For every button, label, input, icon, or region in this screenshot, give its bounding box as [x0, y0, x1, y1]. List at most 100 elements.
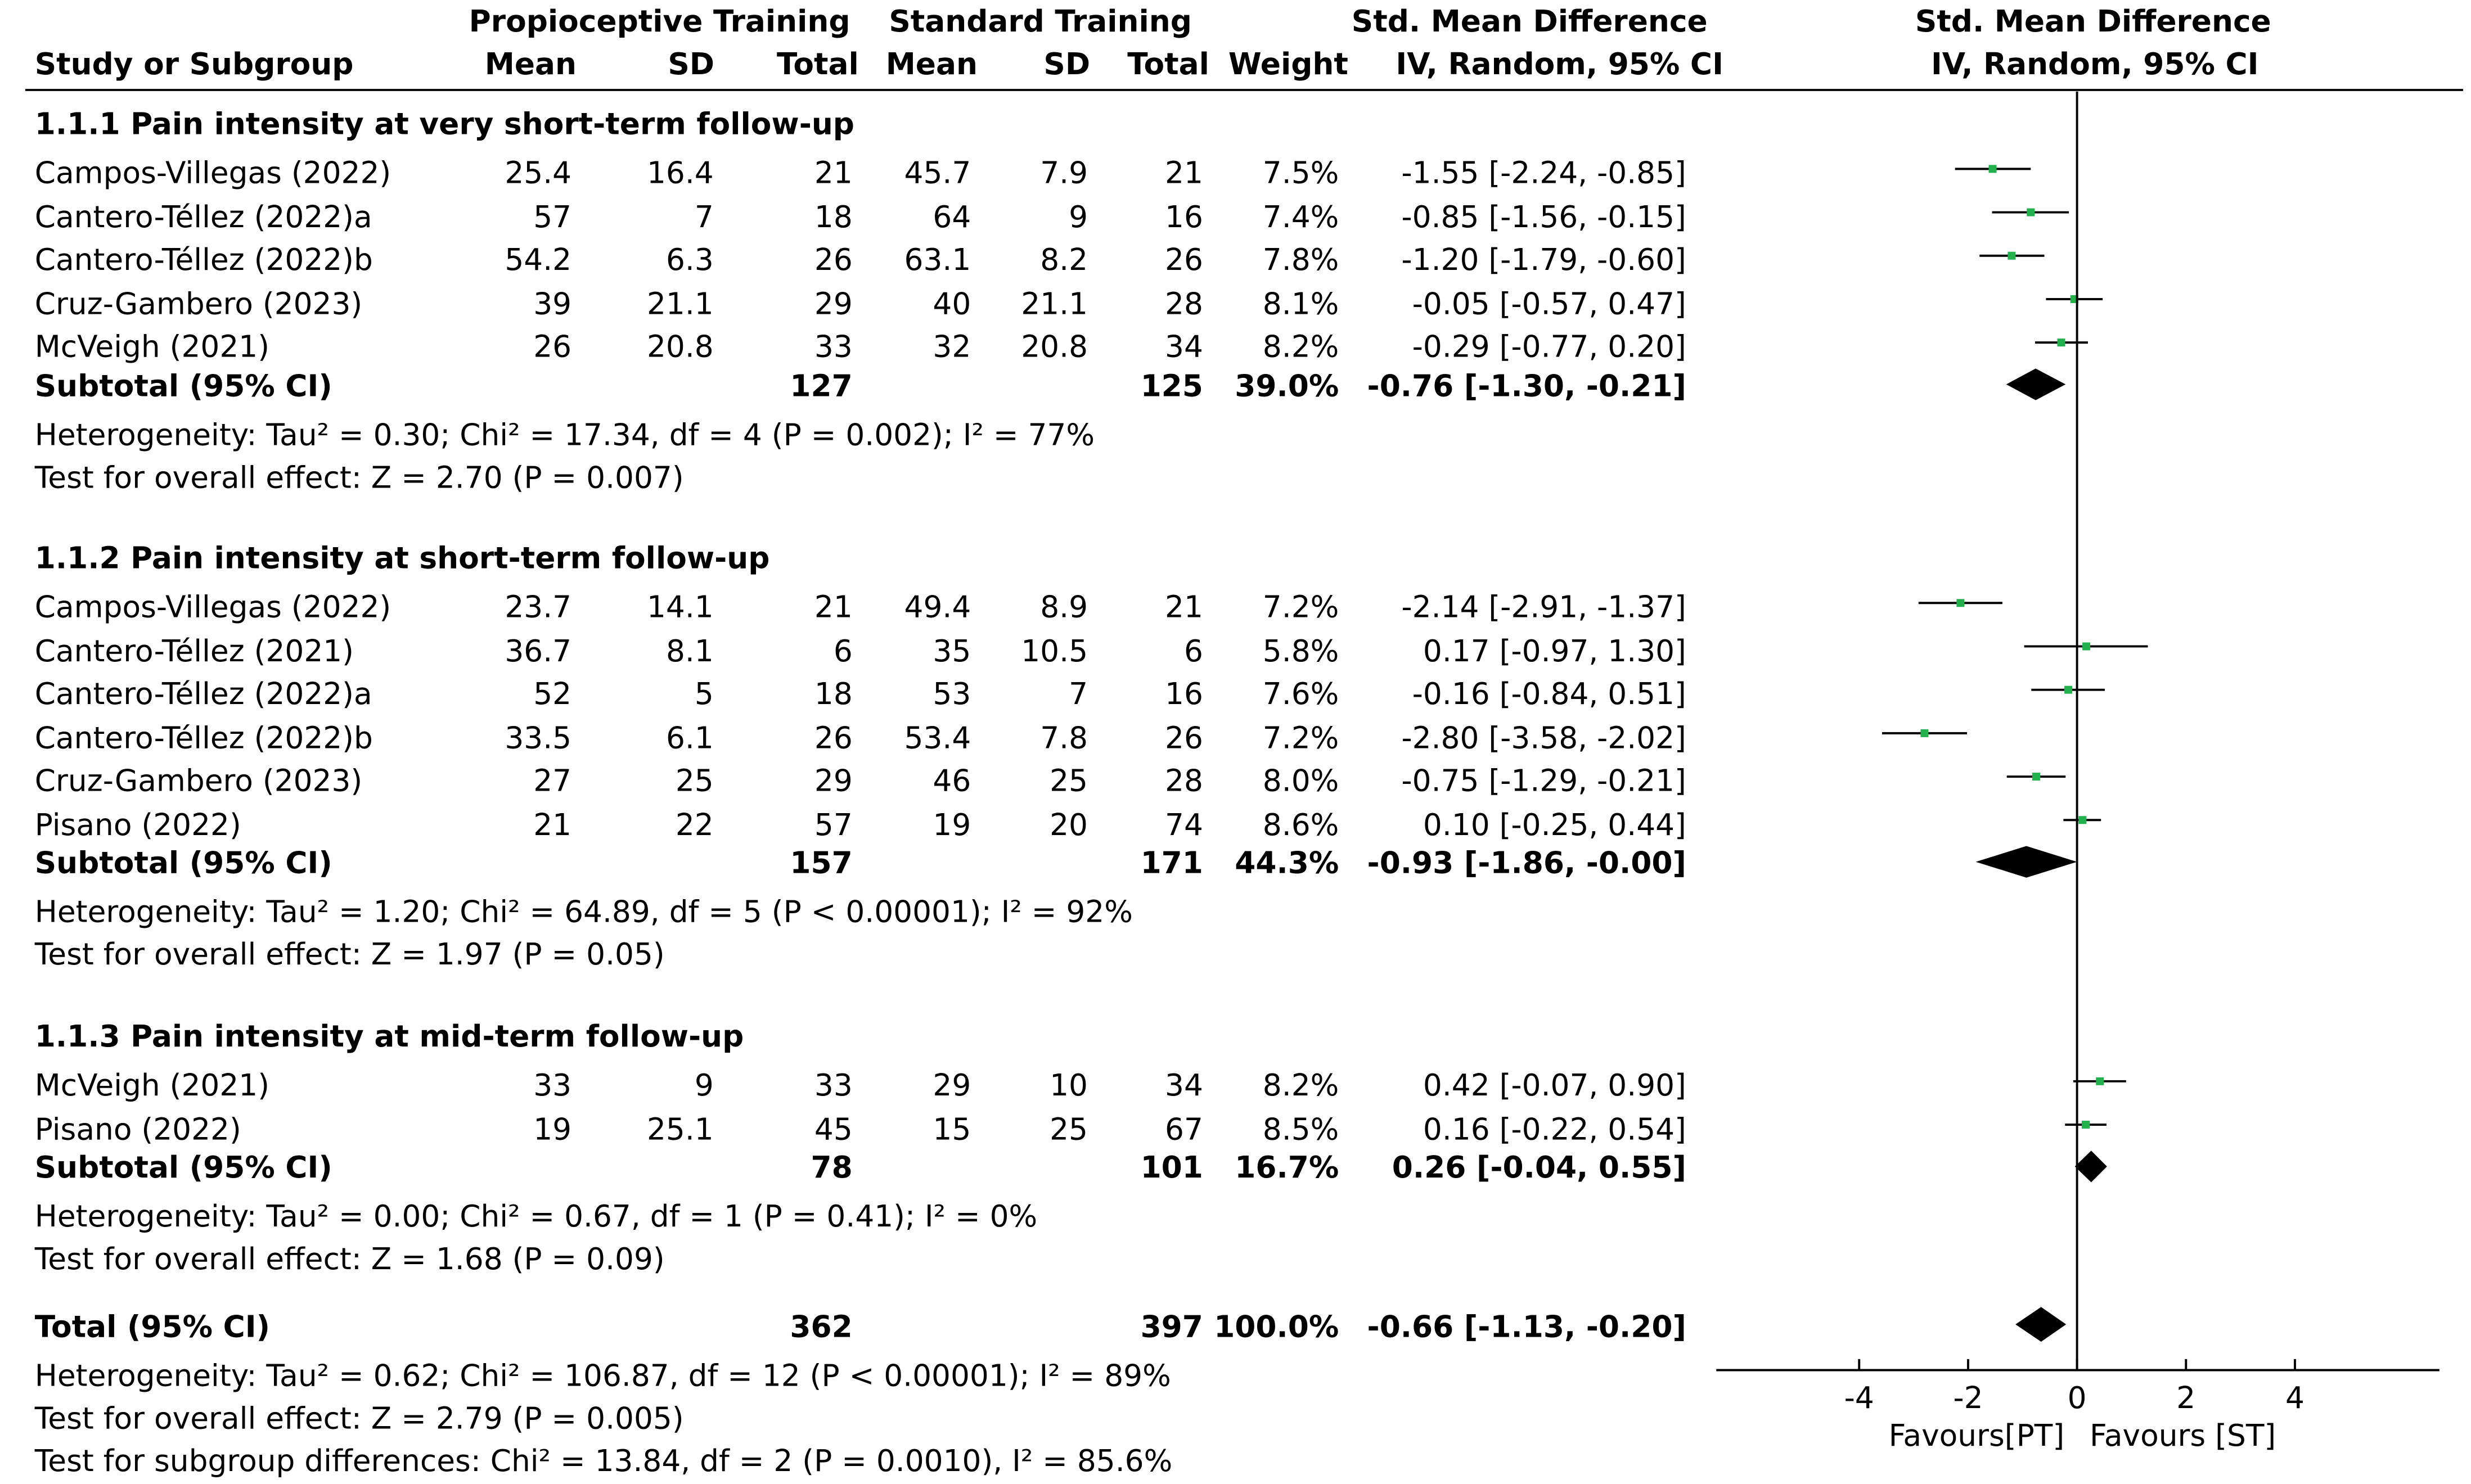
subgroup-differences-text: Test for subgroup differences: Chi² = 13… [34, 1444, 1173, 1480]
sd2-value: 10 [1050, 1068, 1088, 1104]
study-column-header: Study or Subgroup [34, 47, 354, 82]
sd2-value: 8.2 [1040, 243, 1088, 278]
study-name: Cantero-Téllez (2022)a [34, 200, 372, 234]
mean2-value: 35 [933, 634, 971, 669]
ci-value: -2.14 [-2.91, -1.37] [1401, 590, 1686, 625]
total1-value: 26 [814, 720, 853, 756]
total1-value: 26 [814, 243, 853, 278]
ci-value: -2.80 [-3.58, -2.02] [1401, 720, 1686, 756]
weight-value: 8.6% [1262, 807, 1339, 842]
total2-value: 26 [1165, 243, 1203, 278]
sd2-value: 20 [1050, 807, 1088, 842]
sd2-value: 7.8 [1040, 720, 1088, 756]
study-name: McVeigh (2021) [34, 1068, 270, 1104]
effect-point [2096, 1077, 2104, 1085]
sd1-value: 5 [694, 677, 714, 712]
heterogeneity-text: Heterogeneity: Tau² = 1.20; Chi² = 64.89… [34, 895, 1133, 930]
favours-right-label: Favours [ST] [2090, 1418, 2276, 1453]
total1-value: 21 [814, 590, 853, 625]
study-name: McVeigh (2021) [34, 330, 270, 365]
ci-value: -0.05 [-0.57, 0.47] [1412, 286, 1686, 322]
total2-value: 34 [1165, 1068, 1203, 1104]
sd2-column-header: SD [1043, 47, 1091, 82]
group1-header: Propioceptive Training [469, 4, 850, 40]
mean1-value: 36.7 [505, 634, 572, 669]
mean2-value: 53 [933, 677, 971, 712]
heterogeneity-text: Heterogeneity: Tau² = 0.00; Chi² = 0.67,… [34, 1199, 1038, 1235]
subtotal-ci: -0.76 [-1.30, -0.21] [1367, 368, 1686, 404]
study-name: Pisano (2022) [34, 1112, 241, 1147]
study-name: Pisano (2022) [34, 807, 241, 842]
ci-value: -0.29 [-0.77, 0.20] [1412, 330, 1686, 365]
effect-point [2064, 685, 2073, 694]
subtotal-diamond [1975, 846, 2077, 878]
plot-method-header: IV, Random, 95% CI [1930, 47, 2259, 82]
sd1-value: 14.1 [646, 590, 714, 625]
mean2-value: 32 [933, 330, 971, 365]
subgroup-title: 1.1.2 Pain intensity at short-term follo… [34, 541, 770, 576]
favours-left-label: Favours[PT] [1889, 1418, 2065, 1453]
study-name: Cruz-Gambero (2023) [34, 764, 363, 799]
sd1-column-header: SD [668, 47, 715, 82]
weight-value: 5.8% [1262, 634, 1339, 669]
study-name: Campos-Villegas (2022) [34, 590, 391, 625]
total-heterogeneity-text: Heterogeneity: Tau² = 0.62; Chi² = 106.8… [34, 1359, 1171, 1394]
subtotal-ci: -0.93 [-1.86, -0.00] [1367, 846, 1686, 881]
mean2-value: 63.1 [904, 243, 971, 278]
sd2-value: 25 [1050, 764, 1088, 799]
overall-effect-text: Test for overall effect: Z = 2.70 (P = 0… [34, 460, 684, 495]
subtotal-diamond [2074, 1151, 2107, 1183]
study-name: Campos-Villegas (2022) [34, 156, 391, 191]
mean1-value: 54.2 [505, 243, 572, 278]
sd2-value: 9 [1069, 200, 1088, 234]
ci-value: -1.55 [-2.24, -0.85] [1401, 156, 1686, 191]
weight-value: 7.2% [1262, 590, 1339, 625]
ci-value: -0.85 [-1.56, -0.15] [1401, 200, 1686, 234]
mean1-value: 39 [533, 286, 572, 322]
study-name: Cantero-Téllez (2022)b [34, 720, 373, 756]
effect-point [2027, 208, 2035, 216]
mean2-value: 19 [933, 807, 971, 842]
weight-value: 7.2% [1262, 720, 1339, 756]
total-total2: 397 [1140, 1310, 1203, 1345]
group2-header: Standard Training [889, 4, 1192, 40]
total1-value: 45 [814, 1112, 853, 1147]
overall-diamond [2015, 1307, 2067, 1342]
total1-value: 33 [814, 330, 853, 365]
total2-value: 34 [1165, 330, 1203, 365]
ci-value: -0.16 [-0.84, 0.51] [1412, 677, 1686, 712]
total2-value: 21 [1165, 590, 1203, 625]
effect-point [2057, 339, 2065, 347]
x-axis-tick-label: 2 [2176, 1380, 2195, 1415]
ci-column-header: IV, Random, 95% CI [1396, 47, 1723, 82]
sd2-value: 8.9 [1040, 590, 1088, 625]
subtotal-weight: 39.0% [1235, 368, 1339, 404]
ci-value: 0.16 [-0.22, 0.54] [1423, 1112, 1686, 1147]
mean2-value: 45.7 [904, 156, 971, 191]
total1-value: 29 [814, 286, 853, 322]
subtotal-total2: 125 [1140, 368, 1203, 404]
weight-value: 7.6% [1262, 677, 1339, 712]
total1-value: 18 [814, 677, 853, 712]
sd1-value: 25 [675, 764, 714, 799]
total2-value: 28 [1165, 764, 1203, 799]
weight-column-header: Weight [1228, 47, 1348, 82]
ci-value: 0.17 [-0.97, 1.30] [1423, 634, 1686, 669]
total-total1: 362 [790, 1310, 853, 1345]
sd1-value: 6.3 [665, 243, 714, 278]
mean1-value: 27 [533, 764, 572, 799]
weight-value: 8.2% [1262, 330, 1339, 365]
sd1-value: 7 [694, 200, 714, 234]
subgroup-title: 1.1.3 Pain intensity at mid-term follow-… [34, 1020, 744, 1055]
total2-value: 26 [1165, 720, 1203, 756]
mean1-value: 25.4 [505, 156, 572, 191]
study-name: Cantero-Téllez (2021) [34, 634, 354, 669]
total1-column-header: Total [777, 47, 859, 82]
weight-value: 8.1% [1262, 286, 1339, 322]
smd-header: Std. Mean Difference [1351, 4, 1708, 40]
subtotal-total2: 101 [1140, 1151, 1203, 1186]
overall-effect-text: Test for overall effect: Z = 1.97 (P = 0… [34, 937, 665, 973]
sd1-value: 6.1 [665, 720, 714, 756]
